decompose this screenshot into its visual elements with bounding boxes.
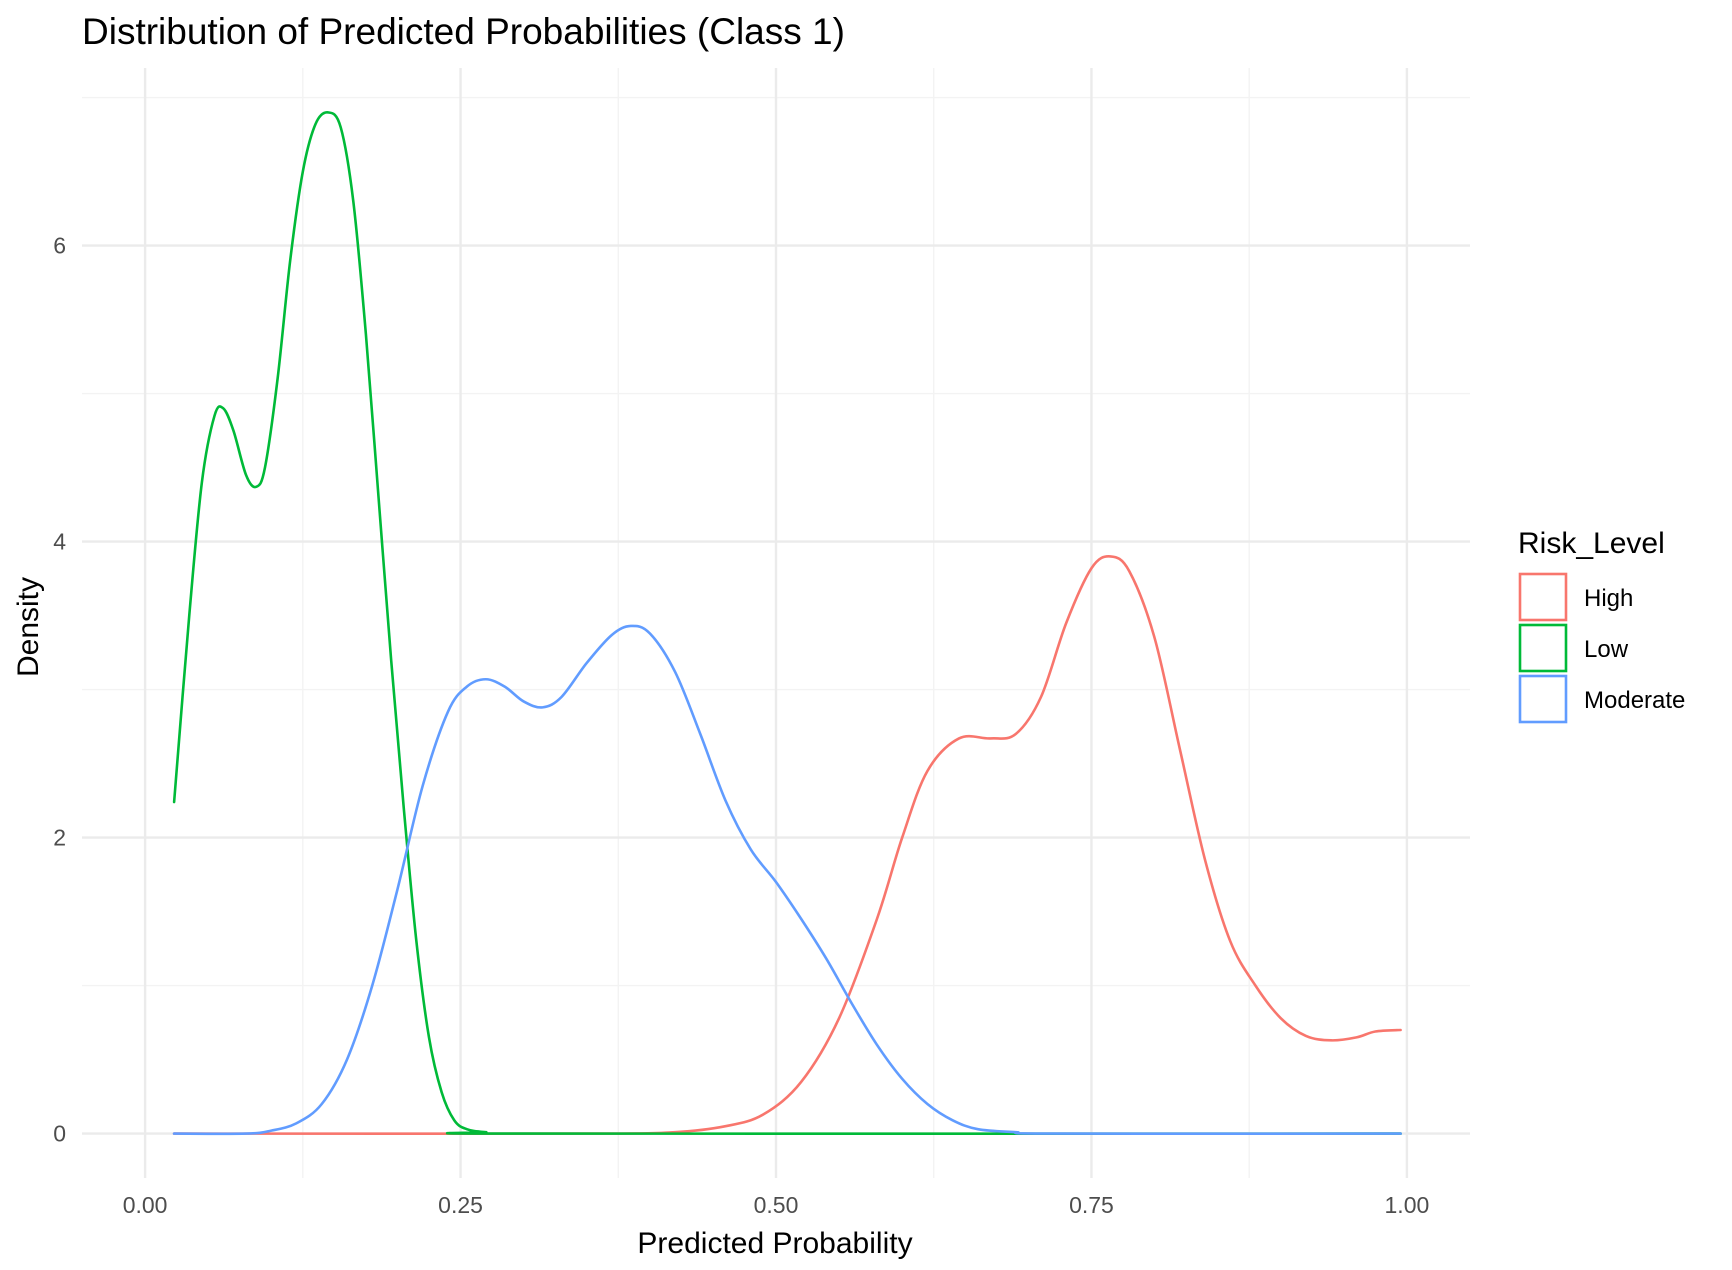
legend-key-high xyxy=(1518,572,1568,622)
legend-label-high: High xyxy=(1584,585,1633,612)
legend-label-low: Low xyxy=(1584,636,1629,663)
series-line-low xyxy=(172,111,1402,1136)
y-tick-label: 2 xyxy=(53,825,66,851)
x-axis-ticks: 0.00 0.25 0.50 0.75 1.00 xyxy=(123,1192,1430,1218)
series-line-moderate xyxy=(172,624,1402,1136)
legend-label-moderate: Moderate xyxy=(1584,687,1685,714)
legend-title: Risk_Level xyxy=(1518,527,1665,560)
x-tick-label: 0.00 xyxy=(123,1192,168,1218)
series-line-high xyxy=(172,555,1402,1136)
grid-lines xyxy=(82,68,1470,1178)
y-tick-label: 0 xyxy=(53,1121,66,1147)
x-tick-label: 1.00 xyxy=(1385,1192,1430,1218)
x-axis-title: Predicted Probability xyxy=(637,1227,912,1260)
density-series xyxy=(172,111,1402,1136)
legend-key-moderate xyxy=(1518,674,1568,724)
legend: Risk_Level High Low Moderate xyxy=(1518,527,1685,724)
legend-key-low xyxy=(1518,623,1568,673)
y-axis-ticks: 0 2 4 6 xyxy=(53,233,66,1147)
x-tick-label: 0.25 xyxy=(438,1192,483,1218)
x-tick-label: 0.50 xyxy=(754,1192,799,1218)
x-tick-label: 0.75 xyxy=(1069,1192,1114,1218)
y-axis-title: Density xyxy=(12,577,45,677)
y-tick-label: 6 xyxy=(53,233,66,259)
chart-title: Distribution of Predicted Probabilities … xyxy=(82,11,845,52)
y-tick-label: 4 xyxy=(53,529,66,555)
